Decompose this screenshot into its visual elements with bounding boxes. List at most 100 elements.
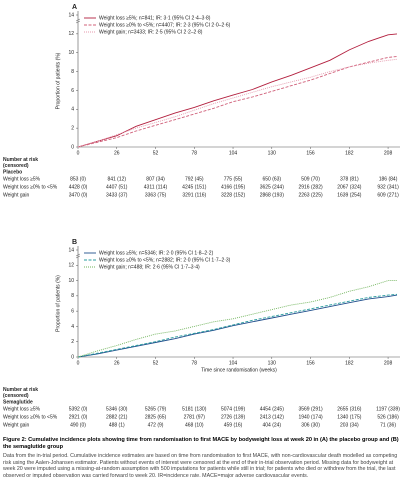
series-line: [77, 33, 398, 148]
y-tick-label: 2: [71, 339, 74, 345]
risk-cell: 378 (81): [340, 176, 359, 182]
risk-cell: 2655 (316): [337, 406, 362, 412]
x-tick-label: 0: [77, 360, 80, 366]
risk-cell: 2825 (65): [145, 414, 167, 420]
x-tick-label: 156: [306, 360, 315, 366]
series-line: [77, 280, 397, 358]
risk-cell: 2726 (139): [221, 414, 246, 420]
x-tick-label: 26: [114, 150, 120, 156]
y-tick-label: 0: [71, 354, 74, 360]
y-tick-label: 4: [71, 324, 74, 330]
y-tick-label: 8: [71, 293, 74, 299]
risk-cell: 1639 (254): [337, 192, 362, 198]
risk-cell: 306 (30): [301, 422, 320, 428]
x-tick-label: 130: [268, 150, 277, 156]
risk-cell: 4454 (245): [260, 406, 285, 412]
risk-cell: 2882 (21): [106, 414, 128, 420]
risk-cell: 3363 (75): [145, 192, 167, 198]
risk-cell: 2413 (142): [260, 414, 285, 420]
x-tick-label: 182: [345, 360, 354, 366]
risk-cell: 650 (63): [262, 176, 281, 182]
risk-row-label: Weight loss ≥5%: [3, 406, 41, 412]
x-tick-label: 78: [191, 360, 197, 366]
risk-cell: 775 (55): [224, 176, 243, 182]
risk-cell: 807 (34): [146, 176, 165, 182]
y-tick-label: 6: [71, 308, 74, 314]
risk-cell: 2916 (282): [298, 184, 323, 190]
caption: Figure 2: Cumulative incidence plots sho…: [3, 437, 401, 479]
risk-cell: 509 (70): [301, 176, 320, 182]
axis-break: [75, 18, 81, 24]
risk-table-group: Semaglutide: [3, 399, 33, 405]
legend-label: Weight gain; n=3433; IR: 2·5 (95% CI 2·2…: [99, 29, 203, 35]
risk-row-label: Weight loss ≥0% to <5%: [3, 184, 58, 190]
risk-cell: 71 (36): [380, 422, 396, 428]
risk-cell: 792 (45): [185, 176, 204, 182]
risk-cell: 3291 (116): [182, 192, 206, 198]
risk-cell: 932 (341): [377, 184, 399, 190]
y-tick-label: 12: [68, 31, 74, 37]
risk-cell: 186 (84): [379, 176, 398, 182]
risk-cell: 3625 (244): [260, 184, 285, 190]
risk-table-title: Number at risk (censored): [3, 157, 38, 169]
risk-cell: 2781 (97): [184, 414, 206, 420]
panel-label: B: [72, 239, 77, 246]
risk-table-title-line: Number at risk: [3, 157, 38, 163]
legend-label: Weight loss ≥0% to <5%; n=4407; IR: 2·3 …: [99, 22, 231, 28]
risk-cell: 459 (16): [224, 422, 243, 428]
y-tick-label: 8: [71, 69, 74, 75]
risk-cell: 2263 (225): [298, 192, 323, 198]
x-tick-label: 104: [229, 150, 238, 156]
y-tick-label: 2: [71, 125, 74, 131]
risk-cell: 4245 (151): [182, 184, 207, 190]
risk-cell: 203 (34): [340, 422, 359, 428]
risk-cell: 841 (12): [107, 176, 126, 182]
y-tick-label: 6: [71, 88, 74, 94]
risk-row-label: Weight gain: [3, 192, 30, 198]
axis-break: [75, 253, 81, 259]
risk-cell: 609 (271): [377, 192, 399, 198]
x-tick-label: 0: [77, 150, 80, 156]
risk-cell: 2868 (193): [260, 192, 285, 198]
risk-cell: 526 (186): [377, 414, 399, 420]
risk-cell: 5346 (30): [106, 406, 128, 412]
risk-cell: 853 (0): [70, 176, 86, 182]
y-tick-label: 12: [68, 263, 74, 269]
series-line: [77, 58, 398, 148]
y-tick-label: 10: [68, 278, 74, 284]
x-tick-label: 156: [306, 150, 315, 156]
risk-cell: 4166 (195): [221, 184, 246, 190]
risk-cell: 4311 (114): [144, 184, 168, 190]
risk-table-group: Placebo: [3, 169, 22, 175]
x-tick-label: 182: [345, 150, 354, 156]
risk-table-title-line: (censored): [3, 393, 29, 399]
risk-row-label: Weight loss ≥0% to <5%: [3, 414, 58, 420]
risk-cell: 4428 (0): [69, 184, 88, 190]
caption-body: Data from the in-trial period. Cumulativ…: [3, 453, 398, 479]
risk-row-label: Weight loss ≥5%: [3, 176, 41, 182]
risk-cell: 3433 (37): [106, 192, 128, 198]
risk-cell: 5074 (199): [221, 406, 246, 412]
x-tick-label: 130: [268, 360, 277, 366]
risk-table-title-line: Number at risk: [3, 387, 38, 393]
risk-cell: 3228 (152): [221, 192, 246, 198]
legend-label: Weight loss ≥5%; n=841; IR: 3·1 (95% CI …: [99, 15, 211, 21]
y-tick-label: 14: [68, 247, 74, 253]
risk-cell: 4407 (51): [106, 184, 128, 190]
risk-cell: 5181 (130): [182, 406, 207, 412]
x-axis-label: Time since randomisation (weeks): [201, 367, 277, 373]
y-tick-label: 14: [68, 12, 74, 18]
risk-cell: 1940 (174): [298, 414, 323, 420]
risk-cell: 3470 (0): [69, 192, 88, 198]
x-tick-label: 52: [153, 360, 159, 366]
risk-cell: 490 (0): [70, 422, 86, 428]
x-tick-label: 52: [153, 150, 159, 156]
legend-label: Weight loss ≥5%; n=5346; IR: 2·0 (95% CI…: [99, 250, 214, 256]
risk-cell: 468 (10): [185, 422, 204, 428]
x-tick-label: 26: [114, 360, 120, 366]
risk-cell: 5392 (0): [69, 406, 88, 412]
risk-row-label: Weight gain: [3, 422, 30, 428]
x-tick-label: 78: [191, 150, 197, 156]
risk-cell: 1197 (339): [376, 406, 400, 412]
